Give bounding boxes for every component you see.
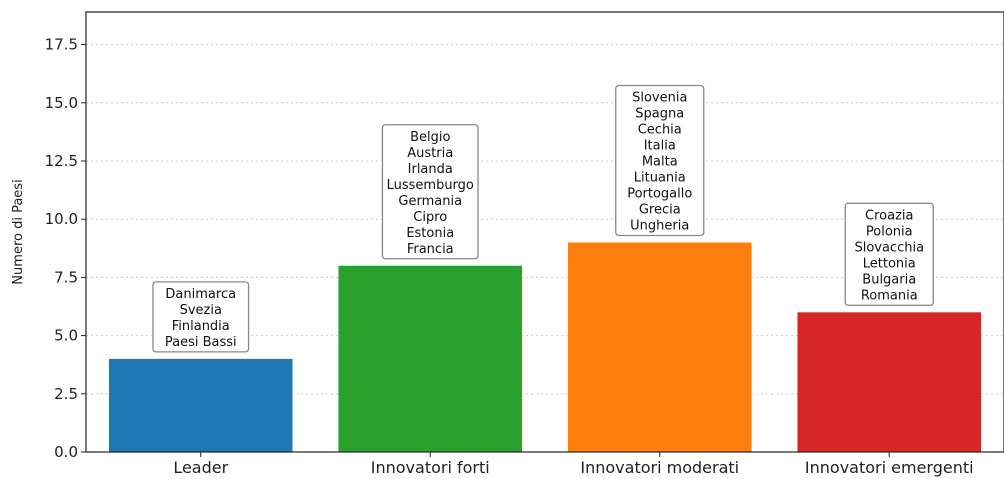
annotation-box bbox=[844, 202, 934, 306]
bar bbox=[108, 358, 293, 452]
x-tick-label: Leader bbox=[173, 458, 228, 477]
y-tick-label: 0.0 bbox=[54, 443, 78, 461]
annotation-country: Slovacchia bbox=[854, 240, 924, 255]
annotation-country: Grecia bbox=[639, 202, 681, 217]
y-tick-label: 17.5 bbox=[45, 36, 78, 54]
x-tick-label: Innovatori emergenti bbox=[805, 458, 974, 477]
y-axis: 0.0 2.5 5.0 7.5 10.0 12.5 15.0 17.5 bbox=[45, 36, 86, 461]
annotation-box bbox=[615, 84, 705, 237]
annotation-country: Belgio bbox=[410, 130, 450, 145]
y-tick-label: 2.5 bbox=[54, 385, 78, 403]
bars bbox=[108, 242, 982, 452]
bar bbox=[338, 265, 523, 452]
annotation-country: Croazia bbox=[865, 208, 913, 223]
y-tick-label: 10.0 bbox=[45, 210, 78, 228]
annotation-country: Slovenia bbox=[632, 90, 687, 105]
annotation-country: Estonia bbox=[406, 226, 454, 241]
annotation-country: Romania bbox=[861, 288, 918, 303]
annotation-country: Ungheria bbox=[630, 218, 689, 233]
annotation-country: Lituania bbox=[634, 170, 686, 185]
y-tick-label: 15.0 bbox=[45, 94, 78, 112]
bar-annotation: CroaziaPoloniaSlovacchiaLettoniaBulgaria… bbox=[844, 202, 934, 306]
x-tick-label: Innovatori moderati bbox=[580, 458, 739, 477]
plot-frame bbox=[85, 11, 1004, 453]
annotation-country: Paesi Bassi bbox=[165, 335, 237, 350]
y-tick-label: 7.5 bbox=[54, 268, 78, 286]
annotation-country: Italia bbox=[644, 138, 676, 153]
annotation-country: Austria bbox=[407, 146, 453, 161]
annotation-country: Spagna bbox=[635, 106, 684, 121]
annotation-country: Lettonia bbox=[863, 256, 916, 271]
annotation-country: Bulgaria bbox=[862, 272, 916, 287]
bar-annotation: SloveniaSpagnaCechiaItaliaMaltaLituaniaP… bbox=[615, 84, 705, 237]
annotation-country: Danimarca bbox=[165, 287, 236, 302]
x-axis: Leader Innovatori forti Innovatori moderat… bbox=[173, 452, 974, 477]
annotation-country: Portogallo bbox=[627, 186, 692, 201]
annotation-country: Germania bbox=[398, 194, 462, 209]
annotation-country: Malta bbox=[642, 154, 678, 169]
y-tick-label: 12.5 bbox=[45, 152, 78, 170]
annotation-country: Svezia bbox=[180, 303, 222, 318]
annotation-country: Cechia bbox=[638, 122, 682, 137]
annotation-country: Polonia bbox=[866, 224, 913, 239]
bar-annotation: BelgioAustriaIrlandaLussemburgoGermaniaC… bbox=[381, 124, 479, 260]
annotation-box bbox=[152, 281, 250, 353]
annotation-country: Irlanda bbox=[408, 162, 453, 177]
bar bbox=[567, 242, 752, 452]
y-axis-label: Numero di Paesi bbox=[11, 179, 26, 284]
annotation-country: Francia bbox=[407, 242, 454, 257]
bar bbox=[797, 312, 982, 452]
annotation-country: Finlandia bbox=[172, 319, 230, 334]
y-tick-label: 5.0 bbox=[54, 327, 78, 345]
annotation-country: Lussemburgo bbox=[387, 178, 474, 193]
x-tick-label: Innovatori forti bbox=[371, 458, 490, 477]
annotation-box bbox=[381, 124, 479, 260]
annotation-country: Cipro bbox=[413, 210, 447, 225]
